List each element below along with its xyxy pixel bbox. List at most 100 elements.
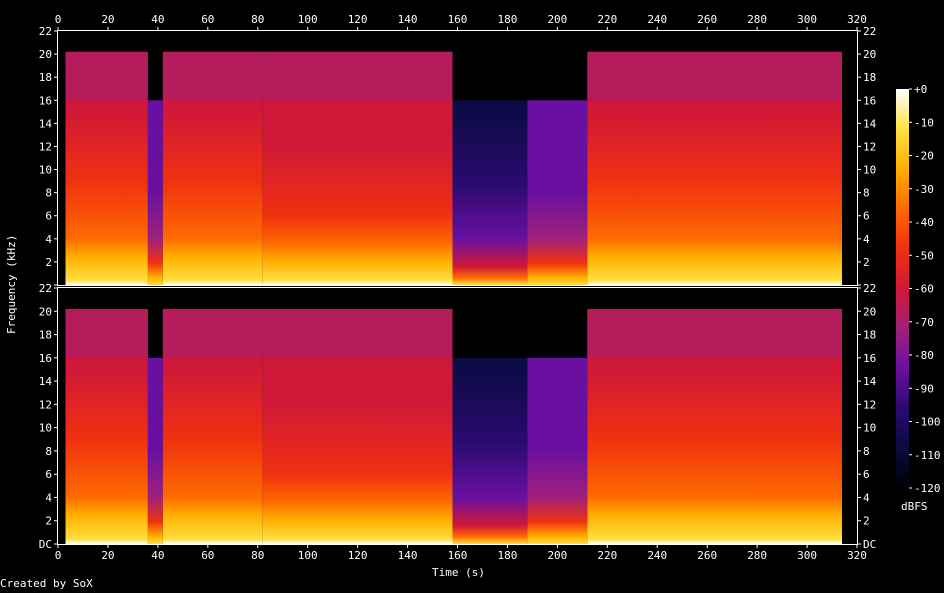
y-tick-label: 6 [45, 468, 52, 481]
y-tick-label: 12 [863, 140, 876, 153]
credit-text: Created by SoX [0, 577, 93, 590]
x-tick-label: 40 [151, 549, 164, 562]
spectrogram-segment [527, 357, 588, 544]
spectrogram-segment-hf [65, 308, 148, 358]
x-tick-label: 320 [847, 549, 867, 562]
spectrogram-segment-hf [162, 308, 263, 358]
y-tick-label: 8 [45, 445, 52, 458]
y-tick-label: 20 [39, 305, 52, 318]
y-tick-label: 8 [863, 445, 870, 458]
x-tick-label: 20 [101, 13, 114, 26]
x-tick-label: 80 [251, 549, 264, 562]
y-axis-label: Frequency (kHz) [5, 234, 18, 334]
y-tick-label: 20 [39, 48, 52, 61]
x-tick-label: 60 [201, 13, 214, 26]
spectrogram-segment-hf [262, 308, 453, 358]
y-tick-label: 10 [39, 422, 52, 435]
spectrogram-segment [452, 100, 528, 285]
spectrogram-segment-hf [587, 308, 843, 358]
x-tick-label: 160 [448, 13, 468, 26]
y-tick-label: 12 [863, 398, 876, 411]
colorbar-tick-label: -10 [914, 116, 934, 129]
x-tick-label: 260 [697, 549, 717, 562]
x-tick-label: 100 [298, 549, 318, 562]
y-tick-label: 14 [863, 375, 877, 388]
y-tick-label: 12 [39, 398, 52, 411]
colorbar-tick-label: -40 [914, 216, 934, 229]
y-tick-label: 16 [39, 352, 52, 365]
spectrogram-segment [147, 357, 163, 544]
spectrogram-segment [527, 100, 588, 285]
x-tick-label: 100 [298, 13, 318, 26]
x-tick-label: 40 [151, 13, 164, 26]
x-tick-label: 260 [697, 13, 717, 26]
y-tick-label: 6 [863, 210, 870, 223]
x-tick-label: 140 [398, 13, 418, 26]
x-tick-label: 140 [398, 549, 418, 562]
x-tick-label: 120 [348, 13, 368, 26]
y-tick-label: 16 [863, 352, 876, 365]
x-tick-label: 120 [348, 549, 368, 562]
y-tick-label: 6 [45, 210, 52, 223]
colorbar-tick-label: -20 [914, 150, 934, 163]
y-tick-label: 2 [45, 515, 52, 528]
x-tick-label: 180 [498, 13, 518, 26]
x-tick-label: 200 [547, 13, 567, 26]
x-tick-label: 220 [597, 549, 617, 562]
y-tick-label: 22 [39, 25, 52, 38]
colorbar-tick-label: -100 [914, 416, 941, 429]
spectrogram-segment-hf [587, 51, 843, 101]
y-tick-label: 4 [863, 491, 870, 504]
x-tick-label: 0 [55, 549, 62, 562]
y-tick-label: 4 [45, 233, 52, 246]
y-tick-label: 22 [863, 25, 876, 38]
colorbar-tick-label: -50 [914, 249, 934, 262]
colorbar-label: dBFS [901, 500, 928, 513]
spectrogram-segment [452, 357, 528, 544]
y-tick-label: 8 [863, 187, 870, 200]
x-tick-label: 80 [251, 13, 264, 26]
y-tick-label: 14 [863, 117, 877, 130]
x-tick-label: 280 [747, 549, 767, 562]
y-tick-label: 2 [863, 256, 870, 269]
spectrogram-segment-hf [65, 51, 148, 101]
colorbar-tick-label: +0 [914, 83, 927, 96]
y-tick-label: 8 [45, 187, 52, 200]
colorbar-tick-label: -110 [914, 449, 941, 462]
x-tick-label: 240 [647, 549, 667, 562]
x-tick-label: 160 [448, 549, 468, 562]
y-tick-label: DC [39, 538, 52, 551]
colorbar-tick-label: -90 [914, 382, 934, 395]
colorbar-tick-label: -120 [914, 482, 941, 495]
y-tick-label: 16 [39, 94, 52, 107]
y-tick-label: 22 [863, 282, 876, 295]
y-tick-label: 14 [39, 117, 53, 130]
y-tick-label: 12 [39, 140, 52, 153]
spectrogram-segment-hf [262, 51, 453, 101]
y-tick-label: 4 [45, 491, 52, 504]
y-tick-label: 16 [863, 94, 876, 107]
y-tick-label: 18 [39, 329, 52, 342]
x-tick-label: 60 [201, 549, 214, 562]
y-tick-label: 10 [863, 422, 876, 435]
x-tick-label: 300 [797, 13, 817, 26]
y-tick-label: 2 [45, 256, 52, 269]
x-tick-label: 300 [797, 549, 817, 562]
y-tick-label: 14 [39, 375, 53, 388]
colorbar-tick-label: -30 [914, 183, 934, 196]
colorbar [896, 89, 909, 488]
x-tick-label: 320 [847, 13, 867, 26]
colorbar-tick-label: -60 [914, 283, 934, 296]
y-tick-label: 10 [39, 164, 52, 177]
colorbar-tick-label: -70 [914, 316, 934, 329]
x-tick-label: 200 [547, 549, 567, 562]
x-tick-label: 240 [647, 13, 667, 26]
y-tick-label: 6 [863, 468, 870, 481]
y-tick-label: 20 [863, 305, 876, 318]
y-tick-label: 18 [863, 71, 876, 84]
y-tick-label: 10 [863, 164, 876, 177]
spectrogram-segment-hf [162, 51, 263, 101]
y-tick-label: 2 [863, 515, 870, 528]
x-tick-label: 0 [55, 13, 62, 26]
